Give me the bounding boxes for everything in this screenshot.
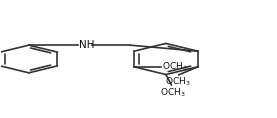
Text: NH: NH (79, 40, 94, 50)
Text: OCH$_3$: OCH$_3$ (160, 86, 186, 99)
Text: OCH$_3$: OCH$_3$ (165, 76, 191, 88)
Text: OCH$_3$: OCH$_3$ (162, 61, 188, 73)
